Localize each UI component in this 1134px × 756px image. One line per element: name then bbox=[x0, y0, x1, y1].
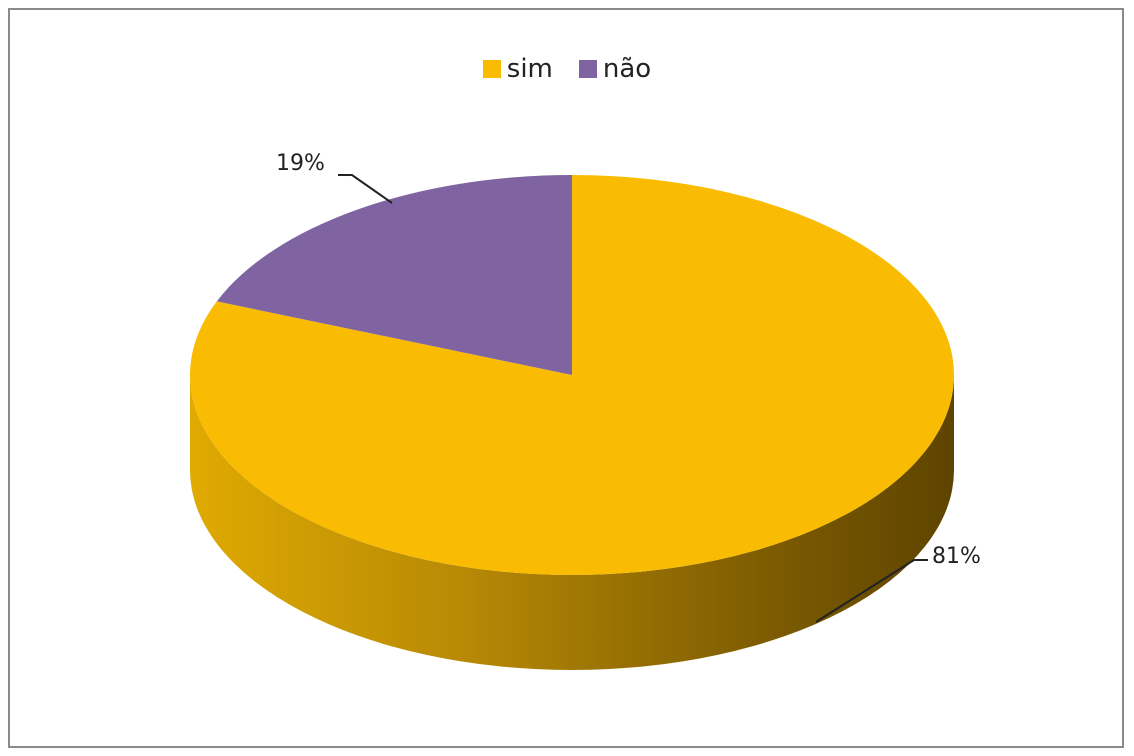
pie-slice-nao bbox=[216, 175, 572, 375]
legend-label-sim: sim bbox=[506, 54, 553, 84]
pie-side-wall bbox=[190, 375, 954, 670]
leader-line-nao bbox=[338, 174, 393, 204]
legend-item-sim: sim bbox=[482, 54, 553, 84]
legend-item-nao: não bbox=[578, 54, 652, 84]
legend-swatch-nao bbox=[578, 60, 597, 78]
legend-label-nao: não bbox=[602, 54, 652, 84]
legend-swatch-sim bbox=[482, 60, 501, 78]
leader-line-sim bbox=[815, 559, 928, 623]
data-label-nao: 19% bbox=[276, 151, 325, 176]
data-label-sim: 81% bbox=[932, 544, 981, 569]
legend: sim não bbox=[0, 54, 1134, 84]
pie-slice-sim bbox=[190, 175, 955, 575]
